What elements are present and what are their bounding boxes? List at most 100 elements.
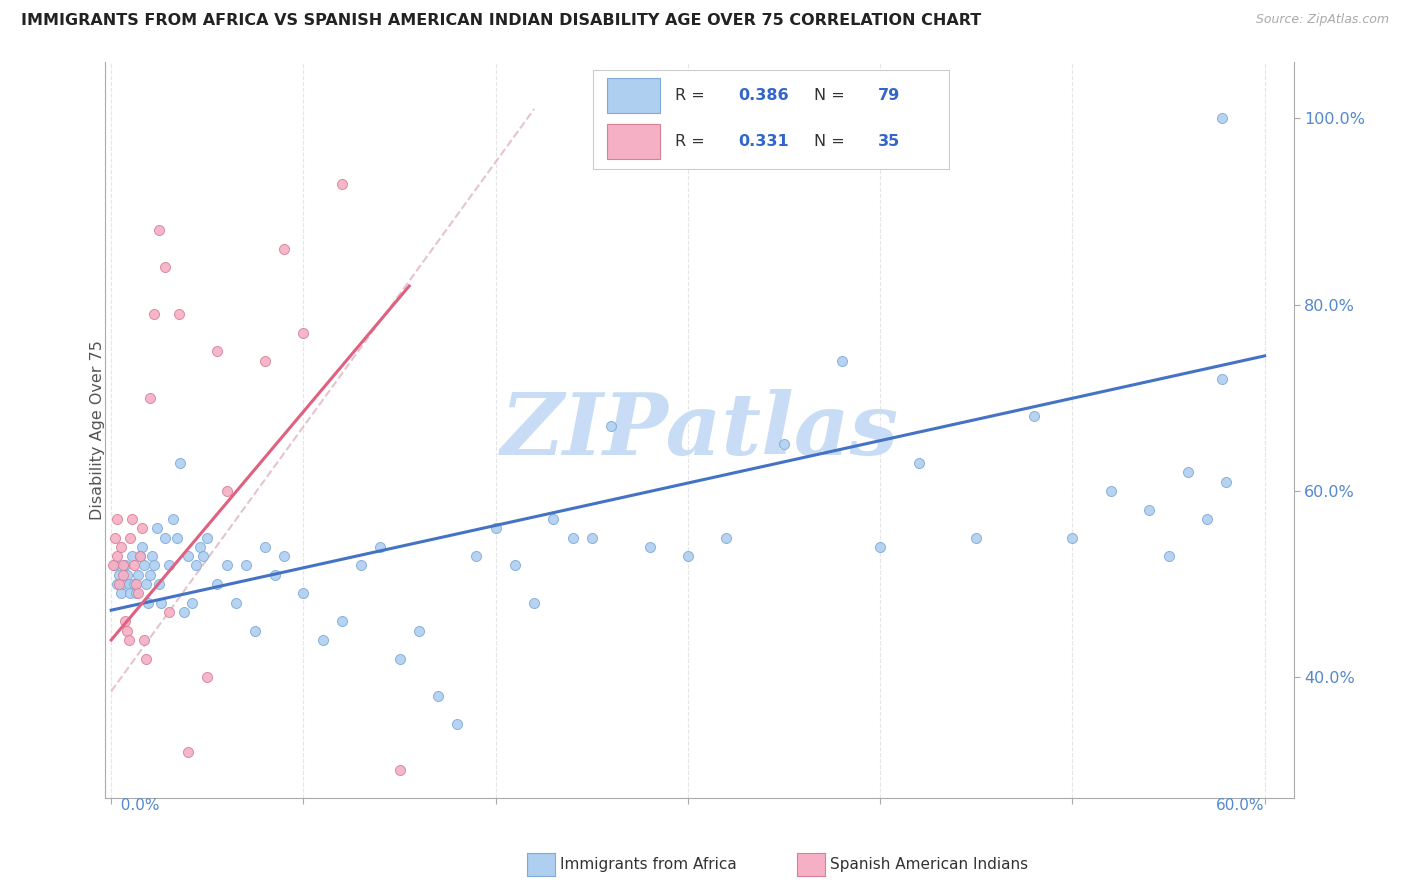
Point (965, 531, 987, 545)
Point (114, 558, 136, 573)
Point (869, 540, 891, 554)
Point (465, 549, 488, 563)
Point (370, 540, 392, 554)
Point (195, 531, 218, 545)
Point (121, 512, 143, 526)
Point (1157, 549, 1180, 563)
Point (263, 567, 285, 582)
Point (177, 745, 200, 759)
Point (215, 558, 238, 573)
Point (105, 549, 128, 563)
Point (716, 531, 738, 545)
Point (105, 512, 128, 526)
Point (124, 558, 146, 573)
Point (153, 260, 176, 275)
Text: 0.0%: 0.0% (111, 798, 160, 814)
Point (105, 577, 128, 591)
Point (193, 549, 215, 563)
Point (111, 558, 134, 573)
Point (503, 558, 526, 573)
Point (129, 549, 152, 563)
Point (184, 558, 207, 573)
Point (408, 624, 430, 638)
Point (125, 586, 148, 600)
Point (253, 353, 276, 368)
Text: Spanish American Indians: Spanish American Indians (830, 857, 1028, 871)
Point (117, 577, 139, 591)
Point (1137, 502, 1160, 516)
Point (543, 512, 565, 526)
Point (153, 531, 176, 545)
Point (148, 577, 170, 591)
Point (157, 605, 180, 619)
Point (292, 326, 315, 340)
Point (146, 521, 169, 535)
Point (104, 558, 127, 573)
Point (142, 558, 165, 573)
Point (1215, 475, 1237, 489)
Point (110, 540, 132, 554)
Point (195, 670, 218, 684)
Point (273, 549, 295, 563)
Point (225, 596, 247, 610)
Point (121, 549, 143, 563)
Point (111, 567, 134, 582)
Point (235, 558, 257, 573)
Point (135, 577, 157, 591)
Y-axis label: Disability Age Over 75: Disability Age Over 75 (90, 341, 104, 520)
Point (104, 531, 127, 545)
Point (581, 531, 603, 545)
Point (169, 456, 191, 470)
Point (485, 521, 508, 535)
Point (120, 531, 142, 545)
Point (600, 418, 623, 433)
Point (101, 558, 124, 573)
Point (135, 651, 157, 665)
Point (638, 540, 661, 554)
Point (141, 549, 163, 563)
Point (131, 540, 153, 554)
Point (1062, 531, 1084, 545)
Point (129, 549, 152, 563)
Point (1211, 112, 1233, 126)
Point (773, 437, 796, 451)
Point (138, 567, 160, 582)
Point (127, 586, 149, 600)
Point (676, 549, 699, 563)
Point (132, 558, 155, 573)
Point (273, 242, 295, 256)
Point (177, 549, 200, 563)
Text: 60.0%: 60.0% (1216, 798, 1264, 814)
Point (125, 577, 148, 591)
Point (215, 483, 238, 498)
Point (110, 586, 132, 600)
Text: IMMIGRANTS FROM AFRICA VS SPANISH AMERICAN INDIAN DISABILITY AGE OVER 75 CORRELA: IMMIGRANTS FROM AFRICA VS SPANISH AMERIC… (21, 13, 981, 29)
Point (245, 624, 267, 638)
Point (350, 558, 373, 573)
Point (108, 567, 131, 582)
Point (831, 353, 853, 368)
Point (120, 586, 142, 600)
Point (312, 632, 335, 647)
Point (148, 223, 170, 237)
Point (115, 624, 138, 638)
Point (132, 632, 155, 647)
Point (188, 540, 211, 554)
Point (111, 577, 134, 591)
Point (523, 596, 546, 610)
Point (181, 596, 204, 610)
Point (173, 605, 195, 619)
Point (330, 615, 353, 629)
Point (114, 615, 136, 629)
Text: ZIPatlas: ZIPatlas (501, 389, 898, 472)
Point (561, 531, 583, 545)
Point (142, 307, 165, 321)
Point (167, 307, 190, 321)
Text: Immigrants from Africa: Immigrants from Africa (560, 857, 737, 871)
Point (157, 558, 180, 573)
Point (253, 540, 276, 554)
Point (205, 344, 228, 359)
Point (115, 567, 138, 582)
Text: Source: ZipAtlas.com: Source: ZipAtlas.com (1256, 13, 1389, 27)
Point (1211, 372, 1233, 386)
